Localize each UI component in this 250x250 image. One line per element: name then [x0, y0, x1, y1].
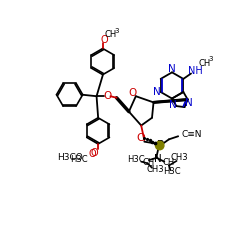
- Text: O: O: [90, 148, 98, 158]
- Text: N: N: [168, 64, 176, 74]
- Text: O: O: [88, 149, 96, 159]
- Text: O: O: [103, 91, 112, 101]
- Text: O: O: [136, 133, 145, 143]
- Text: O: O: [100, 35, 108, 45]
- Text: H3C: H3C: [127, 155, 144, 164]
- Text: 3: 3: [114, 28, 119, 34]
- Text: P: P: [156, 140, 163, 150]
- Text: CH: CH: [163, 158, 175, 167]
- Text: CH: CH: [104, 30, 117, 39]
- Text: CH3: CH3: [171, 153, 188, 162]
- Circle shape: [156, 141, 164, 150]
- Text: N: N: [153, 87, 161, 97]
- Text: CH: CH: [199, 59, 211, 68]
- Text: N: N: [169, 100, 176, 110]
- Text: CH: CH: [143, 158, 155, 167]
- Text: O: O: [128, 88, 137, 98]
- Text: H3CO: H3CO: [57, 153, 83, 162]
- Text: H3C: H3C: [163, 167, 181, 176]
- Text: N: N: [154, 154, 161, 164]
- Text: C≡N: C≡N: [182, 130, 202, 139]
- Text: H3C: H3C: [70, 155, 87, 164]
- Text: NH: NH: [188, 66, 203, 76]
- Text: CH3: CH3: [146, 165, 164, 174]
- Text: 3: 3: [209, 56, 213, 62]
- Text: N: N: [185, 98, 193, 108]
